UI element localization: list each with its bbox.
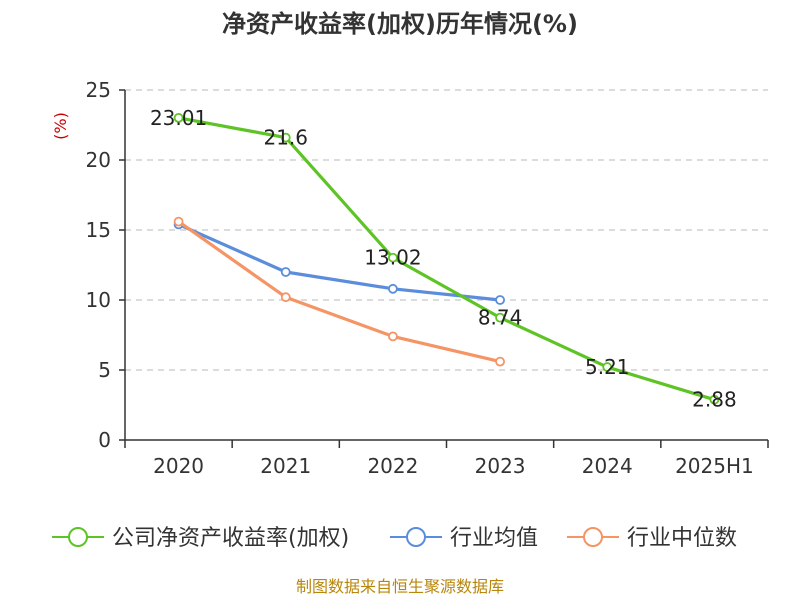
- x-tick-label: 2025H1: [675, 454, 754, 478]
- x-tick-label: 2021: [260, 454, 311, 478]
- y-tick-label: 20: [86, 148, 111, 172]
- series-line: [176, 222, 502, 302]
- x-tick-label: 2022: [367, 454, 418, 478]
- data-point: [602, 362, 613, 372]
- legend[interactable]: 公司净资产收益率(加权) 行业均值 行业中位数: [52, 526, 737, 551]
- data-point: [388, 283, 398, 294]
- data-label: 21.6: [263, 126, 308, 150]
- legend-label[interactable]: 行业中位数: [627, 526, 737, 551]
- data-label: 8.74: [478, 306, 523, 330]
- data-point: [173, 112, 184, 123]
- x-tick-label: 2024: [582, 454, 633, 478]
- series-line: [176, 116, 717, 402]
- legend-marker[interactable]: [406, 527, 426, 547]
- data-point: [388, 331, 398, 342]
- data-label: 23.01: [150, 106, 207, 130]
- x-tick-label: 2023: [475, 454, 526, 478]
- data-point: [495, 312, 505, 323]
- data-point: [280, 292, 291, 303]
- y-tick-label: 15: [86, 218, 111, 242]
- legend-marker[interactable]: [583, 527, 603, 547]
- series-line: [176, 220, 502, 364]
- legend-label[interactable]: 公司净资产收益率(加权): [112, 526, 349, 551]
- y-tick-label: 5: [98, 358, 111, 382]
- data-label: 2.88: [692, 388, 737, 412]
- legend-marker[interactable]: [68, 527, 88, 547]
- data-labels: 23.01 21.6 13.02 8.74 5.21 2.88: [150, 106, 737, 412]
- grid: [125, 89, 768, 371]
- series-lines: [173, 112, 720, 405]
- data-point: [280, 132, 291, 143]
- y-axis-unit: (%): [51, 112, 70, 140]
- y-tick-label: 10: [86, 288, 111, 312]
- legend-label[interactable]: 行业均值: [450, 526, 538, 551]
- axes: 0 5 10 15 20 25 2020 2021 2022 2023 2024 2025H1: [86, 78, 769, 478]
- data-point: [495, 295, 505, 305]
- data-point: [495, 356, 505, 367]
- y-tick-label: 25: [86, 78, 111, 102]
- data-point: [388, 252, 398, 263]
- data-label: 13.02: [364, 246, 421, 270]
- data-point: [173, 216, 184, 227]
- y-tick-label: 0: [98, 428, 111, 452]
- chart-title: 净资产收益率(加权)历年情况(%): [222, 10, 578, 38]
- source-note: 制图数据来自恒生聚源数据库: [296, 577, 504, 596]
- data-point: [709, 394, 720, 405]
- x-tick-label: 2020: [153, 454, 204, 478]
- data-point: [280, 267, 291, 277]
- data-label: 5.21: [585, 355, 630, 379]
